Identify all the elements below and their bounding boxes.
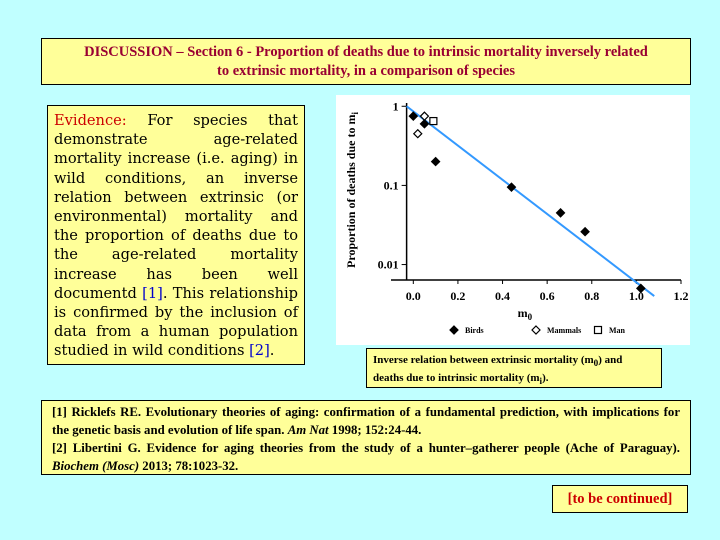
evidence-text-1: For species that demonstrate age-related… (54, 112, 298, 302)
reference-text: Libertini G. Evidence for aging theories… (66, 441, 680, 455)
data-point (580, 226, 590, 237)
reference-text: Ricklefs RE. Evolutionary theories of ag… (52, 405, 680, 437)
data-point (429, 116, 438, 126)
legend-marker (593, 325, 603, 335)
reference-id: [1] (52, 405, 67, 419)
reference-details: 1998; 152:24-44. (328, 423, 422, 437)
data-point (408, 111, 419, 122)
evidence-ref-1[interactable]: [1] (142, 284, 163, 302)
scatter-chart: 0.0 0.2 0.4 0.6 0.8 1.0 1.210.10.01m0Proportio… (344, 99, 689, 335)
x-tick-label: 0.8 (584, 289, 599, 303)
data-point (506, 182, 517, 193)
x-tick-label: 0.2 (450, 289, 465, 303)
slide-title-line1: DISCUSSION – Section 6 - Proportion of d… (84, 43, 648, 60)
legend-marker (531, 325, 541, 335)
legend-item: Mammals (531, 325, 581, 335)
slide-title-line2: to extrinsic mortality, in a comparison … (216, 62, 515, 79)
evidence-text-2: . This relationship is confirmed by the … (54, 284, 299, 360)
legend-label: Mammals (547, 326, 581, 335)
legend-marker (449, 325, 459, 335)
data-point (555, 208, 566, 218)
x-tick-label: 1.2 (674, 289, 689, 303)
reference-id: [2] (52, 441, 67, 455)
evidence-text-3: . (269, 342, 275, 360)
y-tick-label: 0.01 (378, 258, 399, 272)
chart-panel: 0.0 0.2 0.4 0.6 0.8 1.0 1.2 1 0.1 0.01 m0 Proportio… (336, 95, 690, 345)
reference-item: [2] Libertini G. Evidence for aging theo… (52, 439, 680, 475)
x-tick-label: 0.4 (495, 289, 510, 303)
y-tick-label: 0.1 (384, 178, 399, 192)
continued-text: [to be continued] (567, 490, 673, 507)
caption-part-2: ) and deaths due to intrinsic mortality … (373, 354, 623, 385)
caption-sub-2: i (539, 376, 543, 387)
y-tick-label: 1 (393, 99, 399, 113)
data-point (412, 128, 423, 139)
x-axis-label: m0 (518, 306, 533, 322)
continued-label[interactable]: [to be continued] (552, 485, 688, 513)
legend-item: Birds (449, 325, 484, 335)
references-box: [1] Ricklefs RE. Evolutionary theories o… (41, 400, 691, 475)
fit-line (406, 105, 655, 297)
legend-label: Man (609, 326, 626, 335)
reference-item: [1] Ricklefs RE. Evolutionary theories o… (52, 403, 680, 439)
reference-journal: Am Nat (287, 423, 329, 437)
legend-label: Birds (465, 326, 484, 335)
caption-part-3: ). (542, 372, 549, 385)
slide-title: DISCUSSION – Section 6 - Proportion of d… (84, 43, 648, 81)
reference-details: 2013; 78:1023-32. (139, 459, 239, 473)
x-tick-label: 0.6 (540, 289, 555, 303)
evidence-box: Evidence: For species that demonstrate a… (47, 105, 305, 365)
data-point (419, 118, 430, 129)
data-point (430, 156, 441, 167)
y-axis-label: Proportion of deaths due to mi (344, 112, 360, 268)
evidence-ref-2[interactable]: [2] (249, 342, 270, 360)
legend-item: Man (593, 325, 626, 335)
evidence-label: Evidence: (54, 112, 127, 129)
data-point (635, 283, 646, 294)
reference-journal: Biochem (Mosc) (52, 459, 140, 473)
caption-part-1: Inverse relation between extrinsic morta… (373, 354, 594, 366)
data-point (419, 111, 430, 122)
x-tick-label: 0.0 (406, 289, 421, 303)
chart-caption: Inverse relation between extrinsic morta… (366, 348, 662, 388)
slide-title-box: DISCUSSION – Section 6 - Proportion of d… (41, 38, 691, 85)
caption-sub-1: 0 (593, 358, 599, 369)
